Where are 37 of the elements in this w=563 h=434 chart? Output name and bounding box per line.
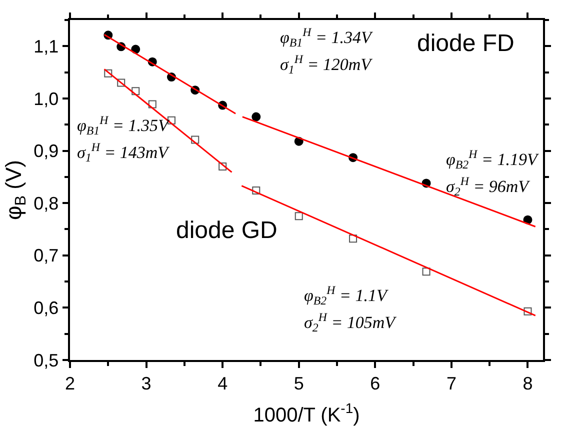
annotation: σ$_{1}$$^{H}$ = 143mV — [77, 140, 171, 165]
point — [132, 87, 140, 96]
point — [524, 307, 532, 316]
y-tick-label: 1,0 — [34, 88, 59, 109]
annotation: φ$_{B1}$$^{H}$ = 1.35V — [77, 113, 171, 138]
y-tick-label: 0,9 — [34, 141, 59, 162]
point — [104, 69, 112, 78]
point — [117, 78, 126, 87]
point — [252, 112, 261, 122]
x-axis-title: 1000/T (K$^{-1}$) — [253, 400, 360, 426]
point — [148, 100, 156, 108]
annotation: σ$_{2}$$^{H}$ = 96mV — [446, 174, 532, 199]
point — [218, 162, 227, 170]
x-tick-label: 7 — [446, 373, 456, 394]
x-tick-label: 2 — [64, 373, 76, 394]
annotation: φ$_{B2}$$^{H}$ = 1.19V — [446, 147, 540, 172]
point — [191, 136, 200, 144]
y-tick-label: 0,5 — [34, 350, 59, 370]
x-tick-label: 4 — [218, 373, 228, 394]
point — [294, 212, 303, 220]
y-tick-label: 0,6 — [34, 298, 59, 318]
annotation: φ$_{B2}$$^{H}$ = 1.1V — [304, 283, 390, 308]
annotation: diode GD — [176, 217, 278, 244]
x-tick-label: 3 — [141, 373, 152, 394]
x-tick-label: 5 — [294, 373, 304, 394]
x-tick-label: 8 — [522, 373, 533, 394]
annotation: σ$_{2}$$^{H}$ = 105mV — [304, 310, 398, 335]
annotation: diode FD — [417, 30, 514, 57]
annotation: φ$_{B1}$$^{H}$ = 1.34V — [280, 25, 374, 50]
x-tick-label: 6 — [370, 373, 380, 394]
point — [422, 268, 430, 276]
y-tick-label: 1,1 — [34, 36, 59, 56]
point — [349, 234, 358, 243]
y-tick-label: 0,8 — [34, 193, 59, 214]
annotation: σ$_{1}$$^{H}$ = 120mV — [280, 52, 374, 77]
y-tick-label: 0,7 — [34, 246, 59, 266]
point — [252, 186, 260, 195]
